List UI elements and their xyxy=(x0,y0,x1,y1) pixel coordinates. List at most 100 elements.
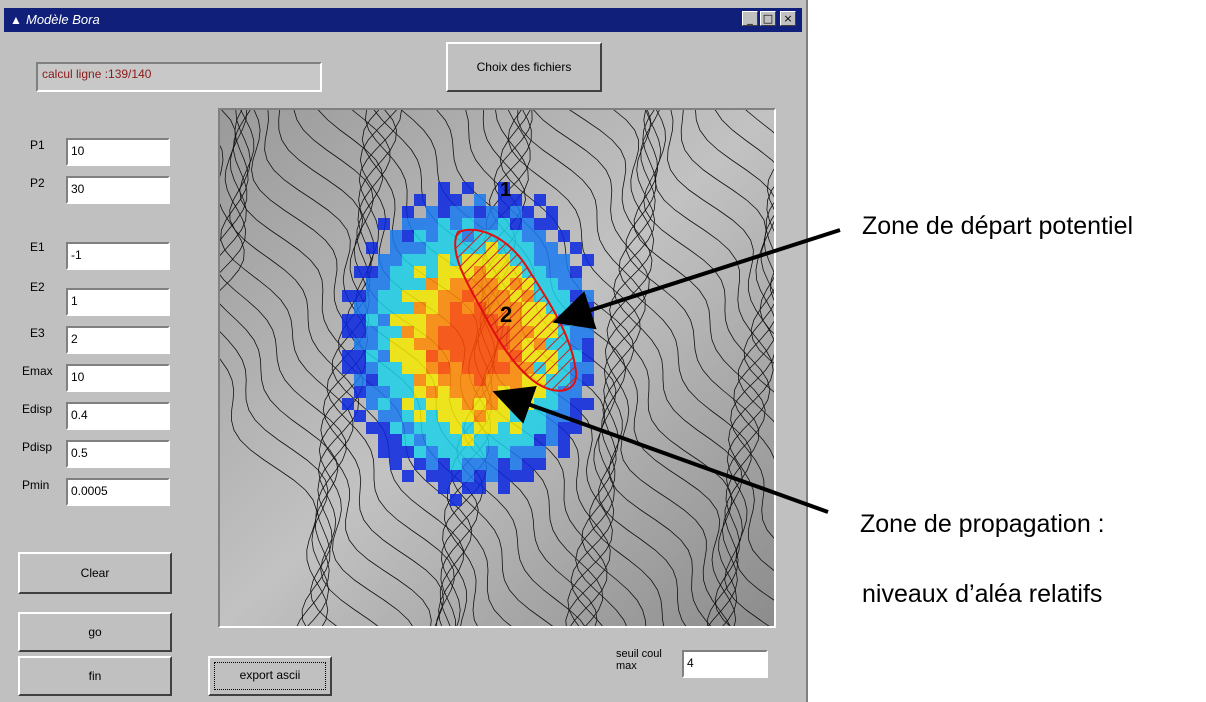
hazard-cell xyxy=(534,194,546,206)
hazard-cell xyxy=(438,302,450,314)
hazard-cell xyxy=(426,302,438,314)
arrow-start-zone xyxy=(552,228,841,330)
hazard-cell xyxy=(366,350,378,362)
hazard-cell xyxy=(534,254,546,266)
hazard-cell xyxy=(426,434,438,446)
hazard-cell xyxy=(366,374,378,386)
go-button[interactable]: go xyxy=(18,612,172,652)
param-label-e3: E3 xyxy=(30,326,45,340)
app-icon: ▲ xyxy=(10,13,22,27)
map-view: 1 2 xyxy=(218,108,776,628)
param-field-emax[interactable]: 10 xyxy=(66,364,170,392)
hazard-cell xyxy=(546,206,558,218)
hazard-cell xyxy=(426,446,438,458)
hazard-cell xyxy=(426,458,438,470)
hazard-cell xyxy=(438,470,450,482)
hazard-cell xyxy=(462,218,474,230)
hazard-cell xyxy=(342,350,354,362)
fin-button[interactable]: fin xyxy=(18,656,172,696)
hazard-cell xyxy=(402,302,414,314)
hazard-cell xyxy=(402,326,414,338)
hazard-cell xyxy=(570,398,582,410)
hazard-cell xyxy=(402,290,414,302)
hazard-cell xyxy=(486,350,498,362)
hazard-cell xyxy=(474,434,486,446)
hazard-cell xyxy=(354,374,366,386)
hazard-cell xyxy=(498,434,510,446)
hazard-cell xyxy=(366,290,378,302)
param-field-pmin[interactable]: 0.0005 xyxy=(66,478,170,506)
hazard-cell xyxy=(402,314,414,326)
contour-line xyxy=(633,110,770,626)
param-field-p2[interactable]: 30 xyxy=(66,176,170,204)
hazard-cell xyxy=(558,434,570,446)
hazard-cell xyxy=(390,290,402,302)
hazard-cell xyxy=(534,434,546,446)
hazard-cell xyxy=(414,434,426,446)
app-window: ▲ Modèle Bora _ □ × calcul ligne :139/14… xyxy=(0,0,808,702)
hazard-cell xyxy=(414,290,426,302)
hazard-cell xyxy=(474,362,486,374)
hazard-cell xyxy=(462,374,474,386)
hazard-cell xyxy=(474,326,486,338)
hazard-cell xyxy=(426,386,438,398)
map-marker-2: 2 xyxy=(500,302,512,327)
hazard-cell xyxy=(342,290,354,302)
param-field-edisp[interactable]: 0.4 xyxy=(66,402,170,430)
hazard-cell xyxy=(450,278,462,290)
hazard-cell xyxy=(522,470,534,482)
maximize-button[interactable]: □ xyxy=(760,11,776,26)
hazard-cell xyxy=(534,242,546,254)
param-field-pdisp[interactable]: 0.5 xyxy=(66,440,170,468)
hazard-cell xyxy=(498,182,510,194)
hazard-cell xyxy=(402,206,414,218)
contour-line xyxy=(569,110,737,626)
hazard-cell xyxy=(390,278,402,290)
minimize-button[interactable]: _ xyxy=(742,11,758,26)
threshold-field[interactable]: 4 xyxy=(682,650,768,678)
hazard-cell xyxy=(378,314,390,326)
hazard-cell xyxy=(570,422,582,434)
hazard-cell xyxy=(438,314,450,326)
param-field-e2[interactable]: 1 xyxy=(66,288,170,316)
hazard-cell xyxy=(510,194,522,206)
hazard-cell xyxy=(462,290,474,302)
hazard-cell xyxy=(462,398,474,410)
hazard-cell xyxy=(438,266,450,278)
hazard-cell xyxy=(498,446,510,458)
hazard-cell xyxy=(570,266,582,278)
hazard-cell xyxy=(474,374,486,386)
clear-button[interactable]: Clear xyxy=(18,552,172,594)
hazard-cell xyxy=(426,326,438,338)
param-field-p1[interactable]: 10 xyxy=(66,138,170,166)
param-field-e1[interactable]: -1 xyxy=(66,242,170,270)
hazard-cell xyxy=(438,434,450,446)
hazard-cell xyxy=(414,362,426,374)
hazard-cell xyxy=(426,362,438,374)
hazard-cell xyxy=(390,338,402,350)
hazard-cell xyxy=(462,302,474,314)
hazard-cell xyxy=(582,350,594,362)
param-field-e3[interactable]: 2 xyxy=(66,326,170,354)
choose-files-button[interactable]: Choix des fichiers xyxy=(446,42,602,92)
hazard-cell xyxy=(354,338,366,350)
start-zone-outline xyxy=(454,228,578,392)
hazard-cell xyxy=(366,278,378,290)
hazard-cell xyxy=(354,362,366,374)
hazard-cell xyxy=(366,242,378,254)
close-button[interactable]: × xyxy=(780,11,796,26)
terrain-map: 1 2 xyxy=(220,110,774,626)
hazard-cell xyxy=(426,206,438,218)
hazard-cell xyxy=(438,458,450,470)
param-label-p2: P2 xyxy=(30,176,45,190)
hazard-cell xyxy=(450,338,462,350)
export-ascii-button[interactable]: export ascii xyxy=(208,656,332,696)
annotation-propagation-line1: Zone de propagation : xyxy=(860,510,1105,538)
hazard-cell xyxy=(366,362,378,374)
hazard-cell xyxy=(582,374,594,386)
hazard-cell xyxy=(522,446,534,458)
hazard-cell xyxy=(450,350,462,362)
hazard-cell xyxy=(402,362,414,374)
hazard-cell xyxy=(486,470,498,482)
hazard-cell xyxy=(450,362,462,374)
